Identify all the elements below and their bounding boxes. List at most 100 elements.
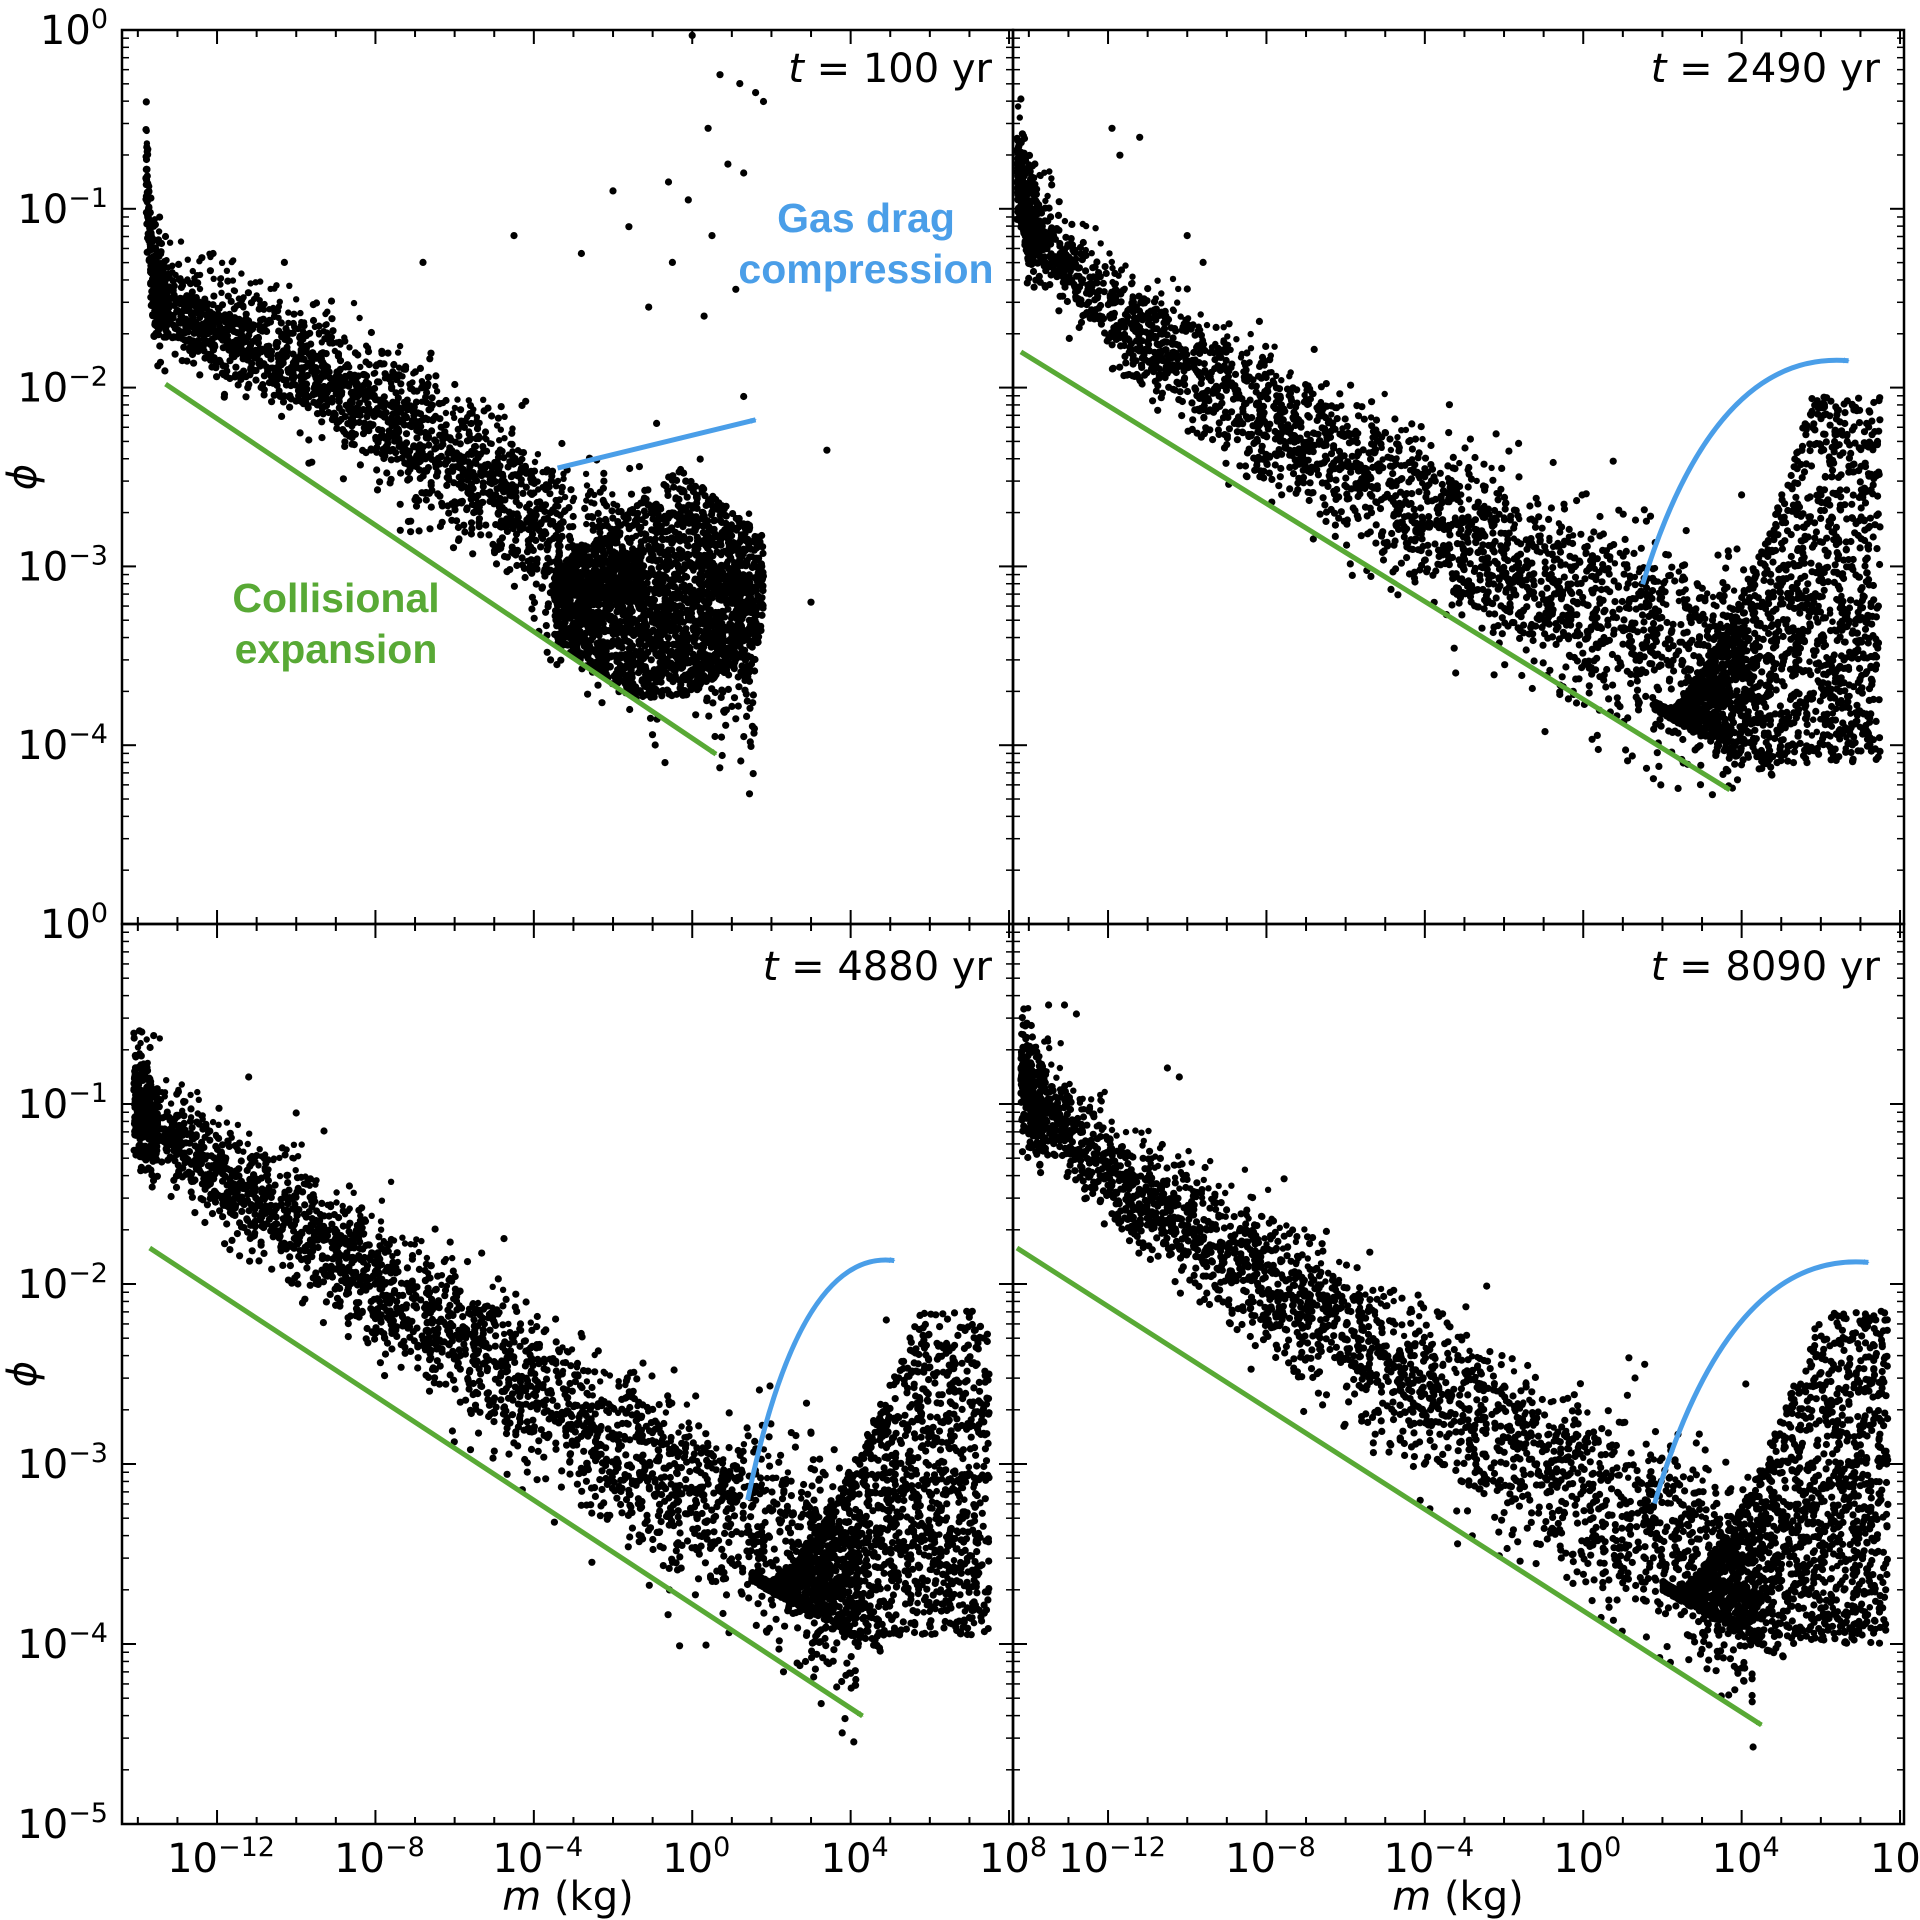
data-point xyxy=(339,426,347,434)
data-point xyxy=(450,479,458,487)
data-point xyxy=(503,568,511,576)
data-point xyxy=(581,564,589,573)
data-point xyxy=(142,98,150,106)
panel-top-right: t = 2490 yr xyxy=(1011,28,1906,926)
data-point xyxy=(297,346,305,354)
data-point xyxy=(426,355,434,363)
data-point xyxy=(613,630,621,638)
data-point xyxy=(626,705,634,714)
data-point xyxy=(223,267,231,274)
data-point xyxy=(442,409,450,417)
data-point xyxy=(392,449,400,457)
data-point xyxy=(163,328,171,336)
data-point xyxy=(658,535,666,543)
data-point xyxy=(745,790,754,798)
data-point xyxy=(396,404,404,412)
data-point xyxy=(220,393,228,401)
data-point xyxy=(434,490,442,498)
data-point xyxy=(278,412,286,420)
data-point xyxy=(217,281,224,288)
outlier-point xyxy=(736,80,744,88)
data-point xyxy=(548,467,557,475)
data-point xyxy=(745,510,753,517)
data-point xyxy=(614,575,622,584)
data-point xyxy=(667,662,675,670)
data-point xyxy=(396,500,404,508)
data-point xyxy=(582,470,590,478)
data-point xyxy=(322,402,331,410)
data-point xyxy=(285,319,292,327)
data-point xyxy=(154,324,162,332)
data-point xyxy=(642,671,650,679)
data-point xyxy=(231,287,239,295)
data-point xyxy=(618,543,626,551)
data-point xyxy=(274,307,282,315)
data-point xyxy=(718,508,726,517)
data-point xyxy=(375,426,383,434)
data-point xyxy=(318,418,326,426)
data-point xyxy=(418,398,426,405)
data-point xyxy=(275,351,283,359)
data-point xyxy=(240,304,247,311)
data-point xyxy=(671,674,679,682)
data-point xyxy=(626,464,634,473)
data-point xyxy=(732,715,740,723)
data-point xyxy=(736,615,745,623)
data-point xyxy=(307,352,315,360)
data-point xyxy=(742,609,749,617)
data-point xyxy=(693,665,701,673)
data-point xyxy=(384,349,392,357)
data-point xyxy=(159,268,167,276)
data-point xyxy=(451,414,458,421)
data-point xyxy=(698,515,706,523)
data-point xyxy=(605,543,614,551)
data-point xyxy=(703,544,712,552)
data-point xyxy=(724,625,732,633)
data-point xyxy=(625,645,633,653)
data-point xyxy=(341,334,348,341)
data-point xyxy=(356,389,364,398)
data-point xyxy=(728,543,736,550)
data-point xyxy=(667,534,676,542)
data-point xyxy=(412,493,420,502)
data-point xyxy=(752,563,760,571)
data-point xyxy=(712,577,720,584)
data-point xyxy=(533,559,541,567)
data-point xyxy=(754,572,762,580)
outlier-point xyxy=(280,258,288,266)
data-point xyxy=(190,359,198,367)
data-point xyxy=(300,355,308,363)
data-point xyxy=(584,690,592,698)
data-point xyxy=(547,520,555,528)
data-point xyxy=(387,475,395,483)
data-point xyxy=(286,392,294,400)
data-point xyxy=(680,533,688,541)
data-point xyxy=(692,491,701,499)
data-point xyxy=(143,165,151,173)
data-point xyxy=(600,627,608,635)
data-point xyxy=(1222,459,1230,467)
data-point xyxy=(507,440,514,448)
data-point xyxy=(702,603,710,611)
data-point xyxy=(504,515,512,523)
data-point xyxy=(646,585,654,593)
data-point xyxy=(722,660,730,667)
data-point xyxy=(421,489,429,497)
data-point xyxy=(151,265,159,273)
data-point xyxy=(710,628,718,636)
data-point xyxy=(404,450,412,458)
data-point xyxy=(427,349,435,357)
data-point xyxy=(449,544,458,552)
outlier-point xyxy=(823,446,831,454)
data-point xyxy=(142,175,150,183)
data-point xyxy=(1515,473,1523,481)
data-point xyxy=(512,488,520,496)
data-point xyxy=(706,594,714,602)
data-point xyxy=(636,647,645,655)
data-point xyxy=(677,610,685,618)
data-point xyxy=(688,594,695,602)
data-point xyxy=(749,691,758,699)
data-point xyxy=(744,670,751,677)
data-point xyxy=(534,478,541,485)
data-point xyxy=(733,527,740,534)
